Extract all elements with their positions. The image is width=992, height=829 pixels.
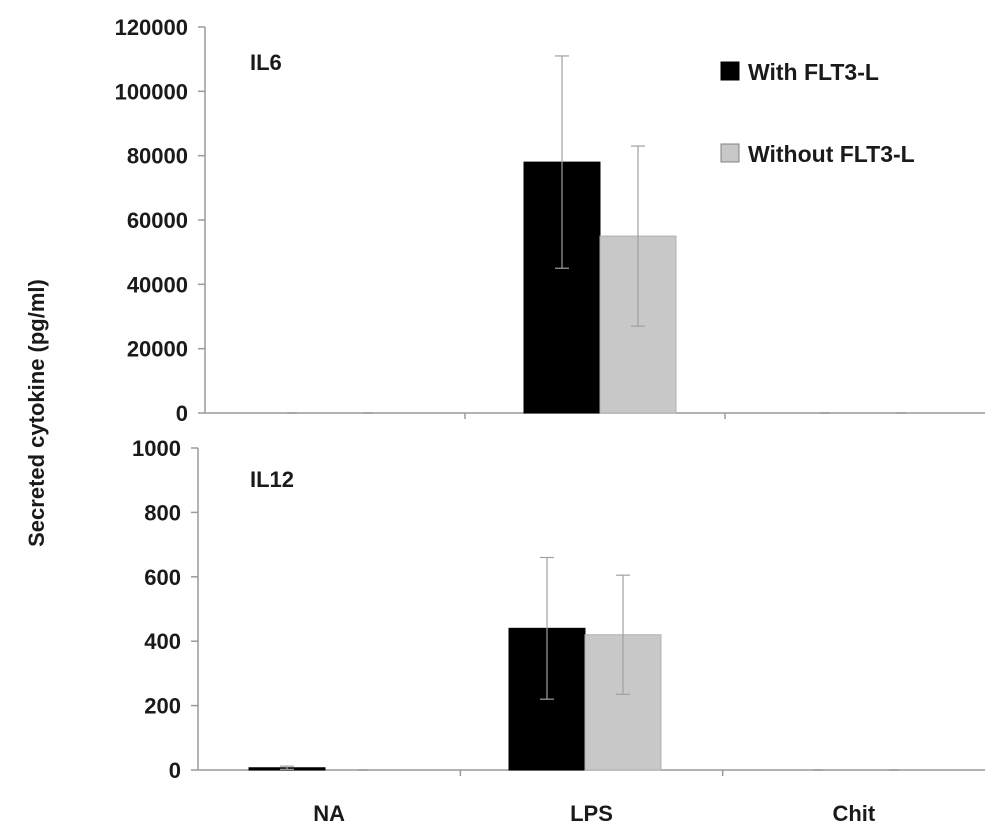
y-tick-label: 60000 [127, 208, 188, 233]
x-tick-label: Chit [832, 801, 875, 826]
legend-swatch [720, 143, 740, 163]
y-axis-title: Secreted cytokine (pg/ml) [24, 279, 49, 547]
y-tick-label: 800 [144, 500, 181, 525]
y-tick-label: 400 [144, 629, 181, 654]
x-tick-label: LPS [570, 801, 613, 826]
y-tick-label: 20000 [127, 337, 188, 362]
y-tick-label: 0 [176, 401, 188, 426]
y-tick-label: 80000 [127, 144, 188, 169]
panel-label: IL6 [250, 50, 282, 75]
y-tick-label: 120000 [115, 15, 188, 40]
legend-swatch [720, 61, 740, 81]
y-tick-label: 100000 [115, 79, 188, 104]
panel-label: IL12 [250, 467, 294, 492]
legend: With FLT3-L Without FLT3-L [720, 59, 915, 167]
y-tick-label: 200 [144, 694, 181, 719]
panel-il12: 0 200 400 600 800 1000 IL12 NA LPS Chit [132, 436, 985, 826]
y-tick-label: 1000 [132, 436, 181, 461]
y-tick-label: 40000 [127, 272, 188, 297]
panel-il6: 0 20000 40000 60000 80000 100000 120000 IL6 [115, 15, 985, 426]
chart-panels: 0 20000 40000 60000 80000 100000 120000 IL6 0 200… [115, 15, 985, 826]
legend-label: Without FLT3-L [748, 141, 915, 167]
y-tick-label: 0 [169, 758, 181, 783]
y-tick-label: 600 [144, 565, 181, 590]
x-tick-label: NA [313, 801, 345, 826]
legend-label: With FLT3-L [748, 59, 879, 85]
